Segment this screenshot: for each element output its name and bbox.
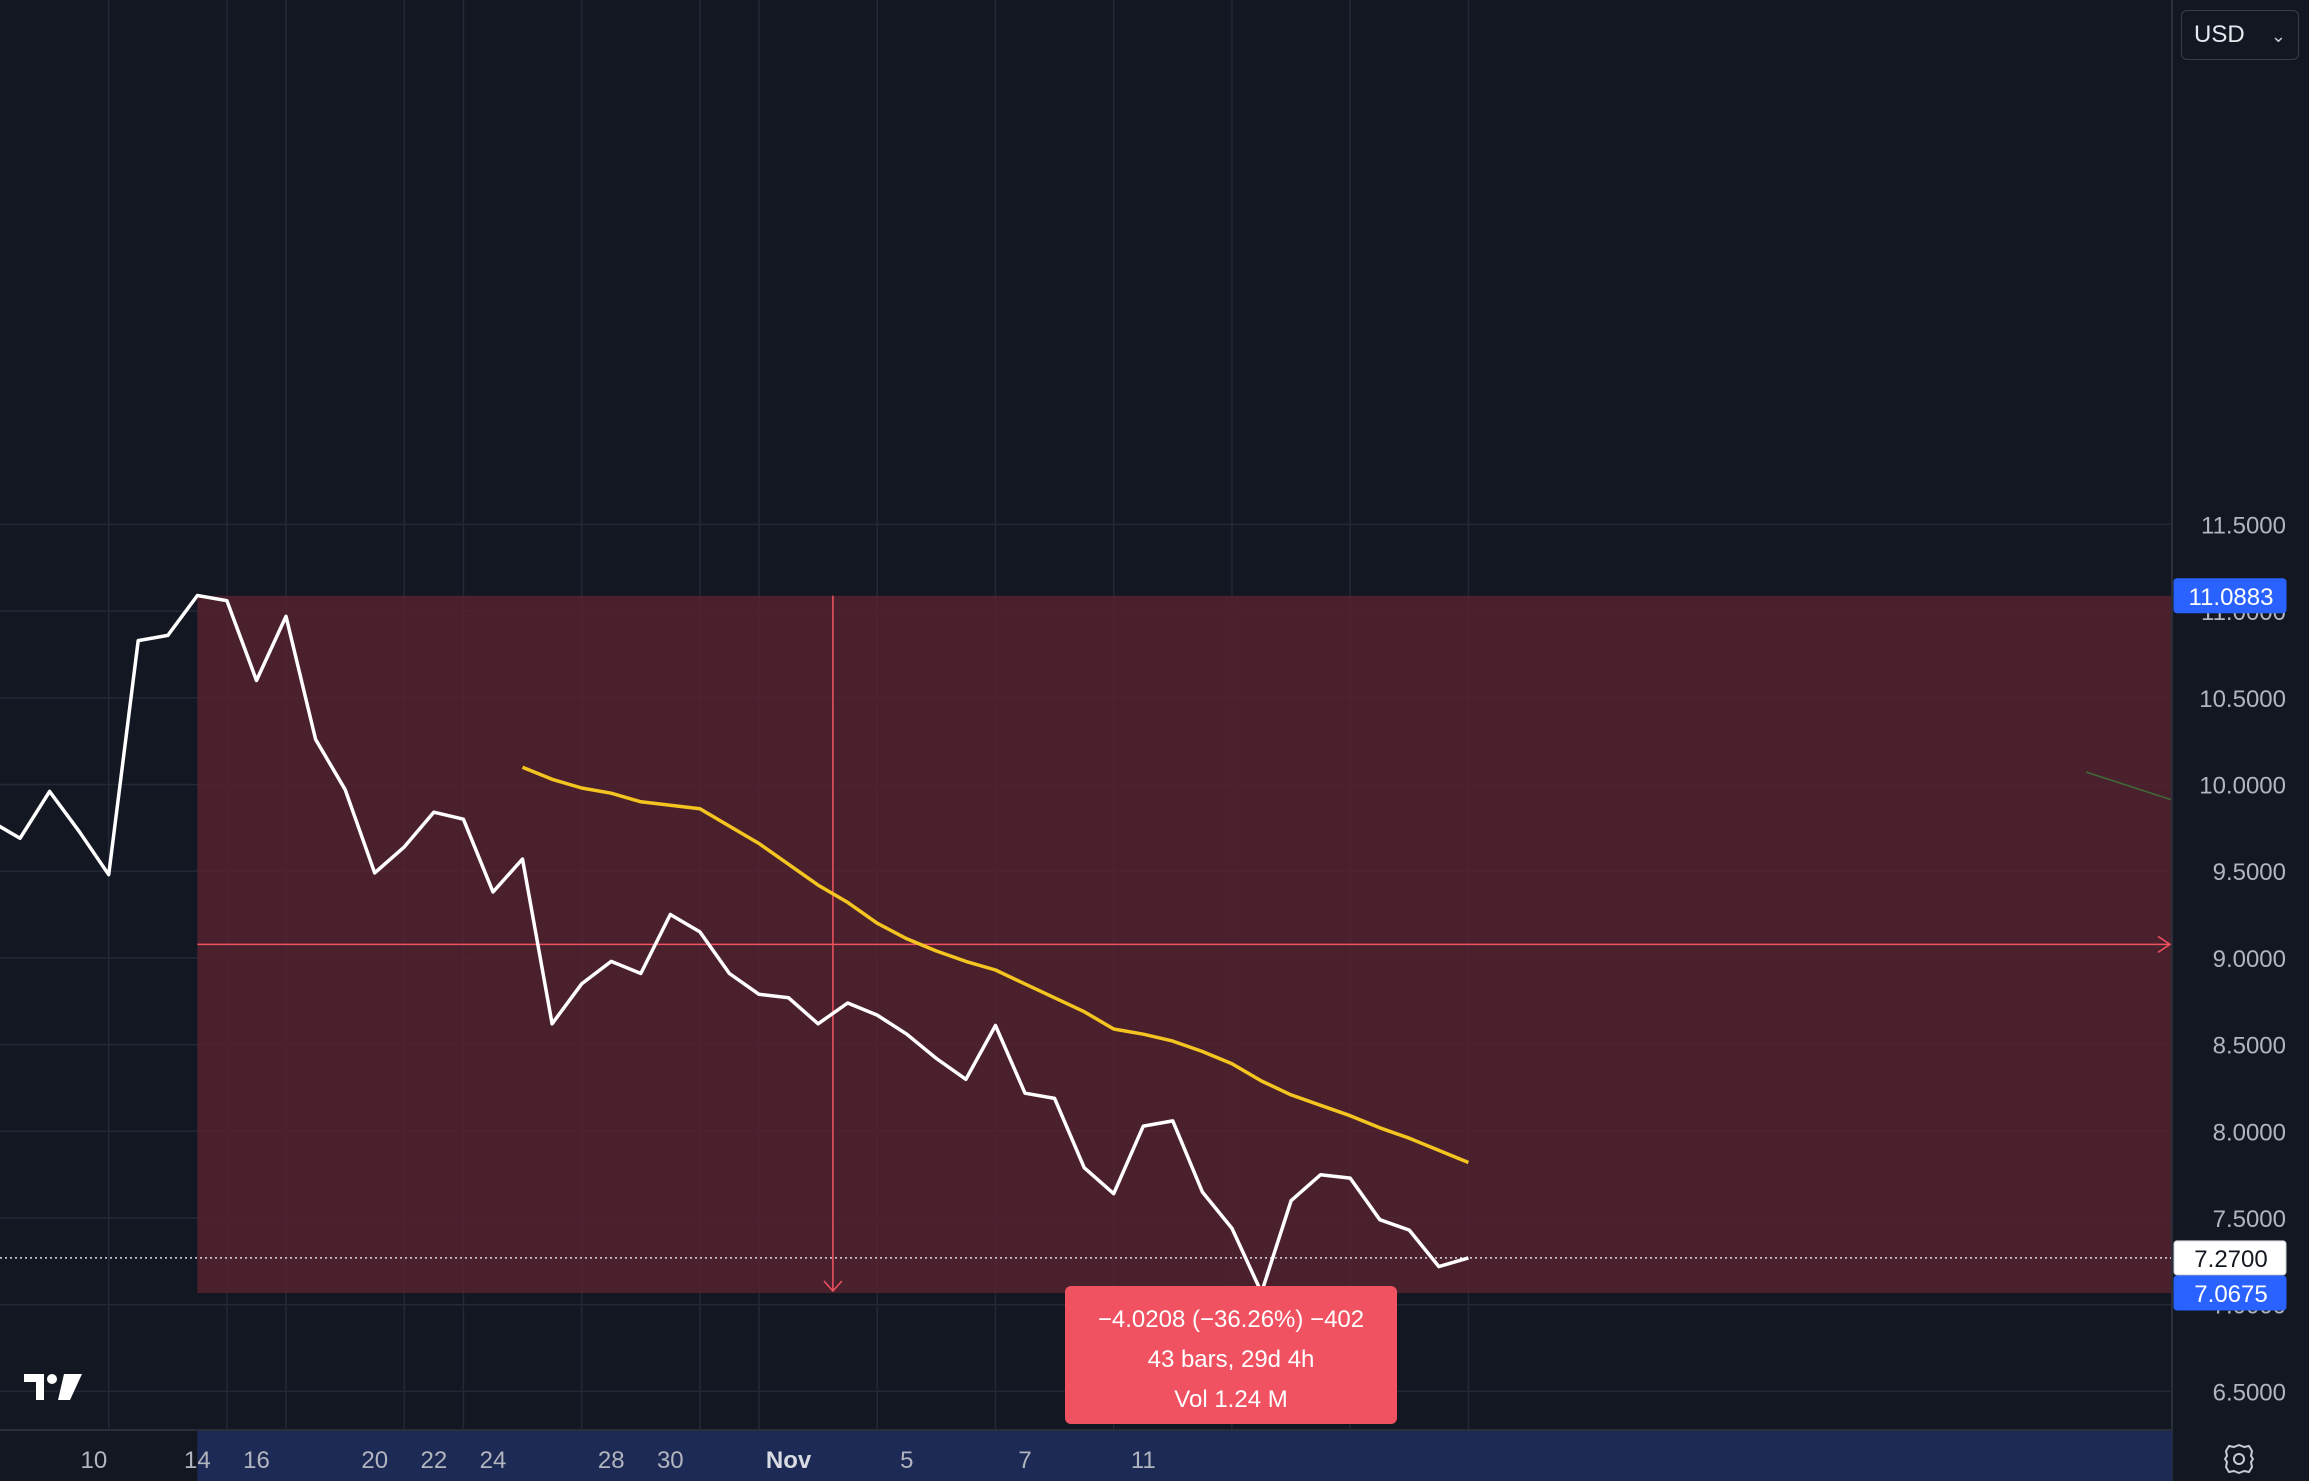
high-price-label-text: 11.0883	[2189, 584, 2274, 611]
y-tick-label: 8.0000	[2213, 1119, 2286, 1146]
y-tick-label: 10.0000	[2199, 773, 2286, 800]
y-axis-panel	[2172, 0, 2309, 1481]
x-tick-label: Nov	[766, 1447, 812, 1474]
price-labels: 11.0883 7.2700 7.0675	[2173, 578, 2287, 1311]
y-tick-label: 9.5000	[2213, 859, 2286, 886]
measure-volume-text: Vol 1.24 M	[1174, 1386, 1288, 1413]
measure-tooltip: −4.0208 (−36.26%) −402 43 bars, 29d 4h V…	[1065, 1286, 1397, 1424]
low-price-label-badge	[2173, 1275, 2287, 1311]
gear-icon[interactable]	[2222, 1442, 2256, 1476]
x-tick-label: 16	[243, 1447, 270, 1474]
x-axis[interactable]: 10 14 16 20 22 24 28 30 Nov 5 7 11	[81, 1447, 1156, 1474]
moving-average-line	[521, 765, 1470, 1165]
x-tick-label: 24	[480, 1447, 507, 1474]
series-layer	[0, 593, 1470, 1295]
x-axis-measure-highlight	[197, 1431, 2173, 1481]
stray-trend-segment	[2085, 771, 2173, 801]
last-price-label-text: 7.2700	[2194, 1246, 2267, 1273]
currency-label: USD	[2194, 21, 2245, 48]
x-tick-label: 11	[1131, 1447, 1156, 1474]
high-price-label-badge	[2173, 578, 2287, 614]
measure-change-text: −4.0208 (−36.26%) −402	[1097, 1306, 1365, 1333]
y-tick-label: 9.0000	[2213, 946, 2286, 973]
chevron-down-icon: ⌄	[2270, 25, 2286, 46]
last-price-label-badge	[2173, 1240, 2287, 1276]
measure-arrow-right-icon	[2157, 935, 2172, 953]
low-price-label-text: 7.0675	[2194, 1281, 2267, 1308]
x-tick-label: 10	[81, 1447, 108, 1474]
measure-arrow-down-icon	[823, 1280, 843, 1293]
x-tick-label: 28	[598, 1447, 625, 1474]
x-tick-label: 14	[184, 1447, 211, 1474]
currency-selector[interactable]: USD ⌄	[2181, 10, 2299, 60]
x-tick-label: 5	[900, 1447, 913, 1474]
x-tick-label: 7	[1018, 1447, 1031, 1474]
y-tick-label: 8.5000	[2213, 1033, 2286, 1060]
x-tick-label: 22	[420, 1447, 447, 1474]
y-tick-label: 6.5000	[2213, 1379, 2286, 1406]
y-tick-label: 10.5000	[2199, 686, 2286, 713]
x-tick-label: 20	[361, 1447, 388, 1474]
tradingview-logo[interactable]	[22, 1370, 86, 1404]
price-line	[0, 593, 1469, 1295]
measure-bars-text: 43 bars, 29d 4h	[1147, 1346, 1315, 1373]
x-tick-label: 30	[657, 1447, 684, 1474]
y-tick-label: 11.5000	[2201, 512, 2286, 539]
y-tick-label: 7.5000	[2213, 1206, 2286, 1233]
